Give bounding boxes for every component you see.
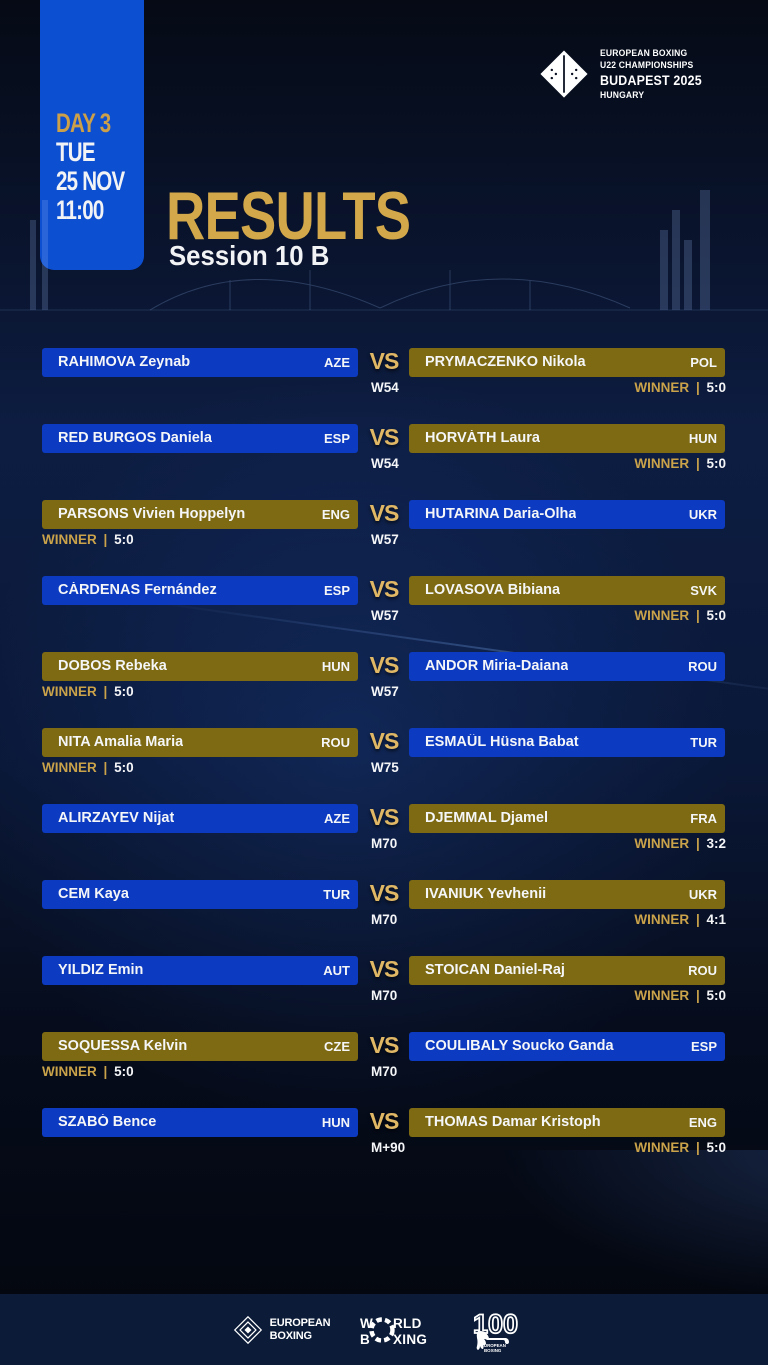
svg-text:RLD: RLD xyxy=(393,1316,422,1331)
svg-text:XING: XING xyxy=(393,1332,427,1347)
svg-text:BOXING: BOXING xyxy=(484,1348,502,1353)
svg-text:B: B xyxy=(360,1332,370,1347)
